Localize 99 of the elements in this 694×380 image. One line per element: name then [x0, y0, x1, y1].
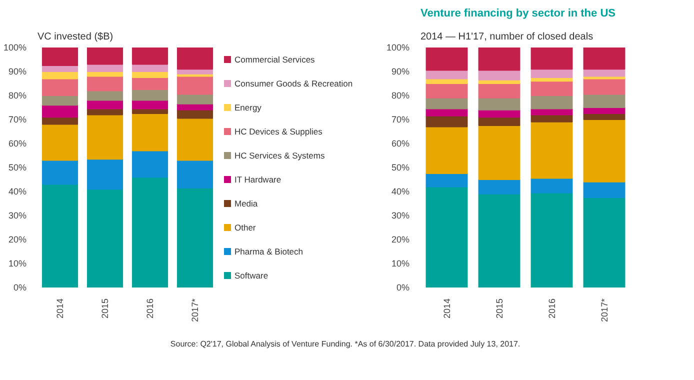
bar [176, 76, 214, 95]
bar [530, 95, 573, 110]
bar [530, 192, 573, 288]
chart-subtitle: VC invested ($B) [38, 32, 114, 42]
y-tick-label: 100% [386, 42, 410, 52]
legend-label: Software [234, 270, 268, 280]
bar [42, 48, 78, 66]
bar [426, 108, 468, 116]
chart-subtitle: 2014 — H1'17, number of closed deals [420, 32, 594, 42]
x-tick-label: 2014 [442, 298, 452, 319]
bar [478, 193, 520, 288]
legend-label: Commercial Services [234, 54, 315, 64]
legend-label: IT Hardware [234, 174, 282, 184]
bar [530, 114, 573, 122]
x-tick-label: 2014 [55, 298, 65, 319]
y-tick-label: 30% [8, 210, 26, 220]
bar [426, 48, 468, 71]
bar [42, 104, 78, 118]
bar [132, 89, 168, 101]
y-tick-label: 70% [391, 114, 410, 124]
bar [42, 78, 78, 96]
bar [583, 68, 626, 77]
bar [478, 97, 520, 110]
bar [583, 78, 626, 95]
bar [176, 48, 214, 70]
bar [478, 116, 520, 126]
y-tick-label: 50% [8, 162, 26, 172]
bar [176, 109, 214, 119]
bar [176, 160, 214, 188]
bar [132, 48, 168, 65]
y-tick-label: 30% [391, 210, 410, 220]
y-tick-label: 40% [8, 186, 26, 196]
bar [583, 181, 626, 198]
bar [132, 176, 168, 288]
x-tick-label: 2016 [145, 298, 155, 319]
y-tick-label: 100% [3, 42, 27, 52]
bar [426, 173, 468, 188]
bar [42, 95, 78, 106]
y-tick-label: 0% [13, 282, 27, 292]
y-tick-label: 20% [8, 234, 26, 244]
x-tick-label: 2015 [100, 298, 110, 319]
bar [583, 119, 626, 182]
bar [132, 150, 168, 178]
y-tick-label: 10% [8, 258, 26, 268]
bar [583, 94, 626, 108]
y-tick-label: 40% [391, 186, 410, 196]
bar [176, 94, 214, 104]
legend-label: HC Services & Systems [234, 150, 325, 160]
bar [86, 76, 124, 92]
bar [583, 48, 626, 70]
y-tick-label: 90% [8, 66, 26, 76]
y-tick-label: 20% [391, 234, 410, 244]
y-tick-label: 60% [8, 138, 26, 148]
bar [530, 121, 573, 179]
bar [86, 158, 124, 190]
x-tick-label: 2015 [494, 298, 504, 319]
x-tick-label: 2016 [546, 298, 557, 319]
bar [42, 160, 78, 185]
bar [530, 80, 573, 96]
bar [176, 118, 214, 161]
bar [426, 186, 468, 288]
bar [478, 83, 520, 98]
bar [86, 188, 124, 288]
x-tick-label: 2017* [599, 298, 610, 322]
bar [42, 116, 78, 125]
chart-title: Venture financing by sector in the US [420, 8, 616, 20]
bar [530, 178, 573, 194]
y-tick-label: 10% [391, 258, 410, 268]
legend-label: Pharma & Biotech [234, 246, 304, 256]
bar [478, 48, 520, 71]
bar [176, 187, 214, 288]
bar [530, 48, 573, 70]
bar [42, 124, 78, 161]
y-tick-label: 80% [8, 90, 26, 100]
bar [426, 126, 468, 174]
bar [478, 125, 520, 180]
y-tick-label: 70% [8, 114, 26, 124]
bar [478, 179, 520, 194]
bar [530, 68, 573, 78]
bar [86, 90, 124, 101]
source-note: Source: Q2'17, Global Analysis of Venture Funding. *As of 6/30/2017. Data provided July 13, 2017. [170, 340, 520, 348]
bar [86, 114, 124, 160]
y-tick-label: 80% [391, 90, 410, 100]
x-tick-label: 2017* [190, 298, 200, 322]
legend-label: Other [234, 222, 256, 232]
bar [132, 77, 168, 90]
y-tick-label: 60% [391, 138, 410, 148]
legend-label: Media [234, 198, 258, 208]
bar [426, 83, 468, 98]
bar [583, 197, 626, 288]
legend-label: Consumer Goods & Recreation [234, 78, 353, 88]
y-tick-label: 50% [391, 162, 410, 172]
bar [132, 113, 168, 152]
bar [86, 48, 124, 65]
y-tick-label: 0% [396, 282, 410, 292]
legend-label: HC Devices & Supplies [234, 126, 322, 136]
legend-label: Energy [234, 102, 262, 112]
y-tick-label: 90% [391, 66, 410, 76]
bar [42, 184, 78, 288]
